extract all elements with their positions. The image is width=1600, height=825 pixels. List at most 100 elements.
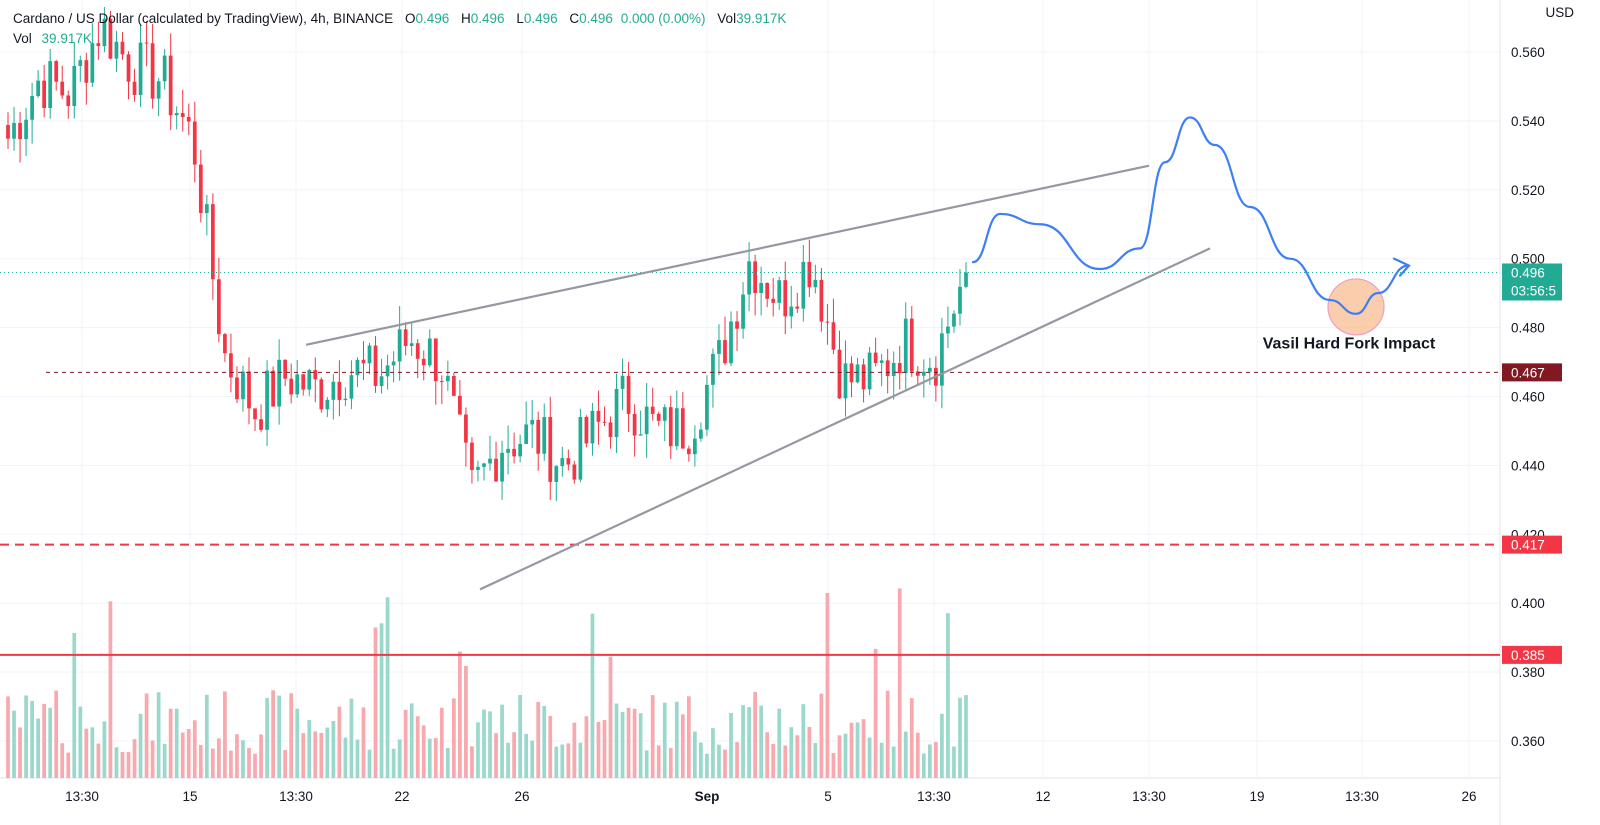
volume-bar xyxy=(686,696,691,778)
volume-bar xyxy=(319,732,324,778)
volume-bar xyxy=(596,721,601,778)
projection-arrow-head xyxy=(1392,257,1411,277)
volume-bar xyxy=(849,722,854,778)
volume-bar xyxy=(361,707,366,778)
price-tags: 0.496 03:56:5 0.467 0.417 0.385 xyxy=(1502,263,1562,664)
volume-bar xyxy=(729,712,733,778)
candle-body xyxy=(632,413,637,436)
candle-body xyxy=(952,313,956,327)
candle-body xyxy=(512,448,516,457)
candle-body xyxy=(313,370,318,380)
candle-body xyxy=(927,367,932,372)
x-tick-label: 13:30 xyxy=(65,789,99,804)
y-tick-label: 0.380 xyxy=(1511,665,1545,680)
volume-bar xyxy=(500,704,504,778)
candle-body xyxy=(247,371,251,409)
x-tick-label: 5 xyxy=(824,789,832,804)
volume-bar xyxy=(210,748,215,778)
volume-bar xyxy=(277,695,281,778)
candle-body xyxy=(301,374,306,390)
candle-body xyxy=(223,334,227,354)
volume-bar xyxy=(451,698,456,778)
candle-body xyxy=(795,306,800,309)
candle-body xyxy=(542,417,547,454)
candle-body xyxy=(849,363,854,383)
candle-body xyxy=(891,362,896,377)
candle-body xyxy=(903,318,908,374)
x-tick-label: 26 xyxy=(514,789,529,804)
candle-body xyxy=(783,280,788,317)
candle-body xyxy=(596,410,601,422)
candle-body xyxy=(253,408,257,420)
volume-bar xyxy=(168,708,173,778)
volume-bar xyxy=(90,727,95,778)
candle-body xyxy=(717,340,721,354)
volume-bar xyxy=(921,753,926,778)
candle-body xyxy=(656,413,661,421)
candle-body xyxy=(548,417,553,482)
x-tick-label: 22 xyxy=(394,789,409,804)
price-tag xyxy=(1502,645,1562,664)
volume-bar xyxy=(584,716,589,778)
candle-body xyxy=(699,429,703,439)
candle-body xyxy=(680,408,685,449)
volume-bar xyxy=(433,738,438,778)
volume-bar xyxy=(940,713,944,778)
volume-bar xyxy=(421,725,426,778)
candle-body xyxy=(482,463,486,467)
candle-body xyxy=(693,438,697,455)
candle-body xyxy=(867,352,872,390)
volume-bar xyxy=(765,732,770,778)
volume-bar xyxy=(265,698,269,778)
price-tag xyxy=(1502,535,1562,554)
volume-bar xyxy=(271,690,275,778)
volume-bar xyxy=(783,745,788,778)
candle-body xyxy=(90,43,95,83)
candle-body xyxy=(753,261,757,294)
x-tick-label: 13:30 xyxy=(917,789,951,804)
candle-body xyxy=(72,65,77,107)
legend-volume-label[interactable]: Vol xyxy=(13,31,32,46)
legend-symbol[interactable]: Cardano / US Dollar (calculated by Tradi… xyxy=(13,11,394,26)
candle-body xyxy=(186,117,191,122)
volume-bar xyxy=(223,691,227,778)
volume-bar xyxy=(217,738,221,778)
candle-body xyxy=(373,345,378,386)
candle-body xyxy=(765,282,770,299)
candle-body xyxy=(217,279,221,335)
candle-body xyxy=(470,442,474,470)
candle-body xyxy=(385,365,390,377)
candle-body xyxy=(132,81,137,95)
volume-bar xyxy=(590,613,595,778)
projection-curve xyxy=(971,116,1410,315)
volume-bar xyxy=(656,745,661,778)
legend-vol-label: Vol xyxy=(717,11,737,26)
volume-bar xyxy=(825,593,830,778)
volume-bar xyxy=(512,732,516,778)
candle-body xyxy=(120,41,125,55)
candle-body xyxy=(873,352,878,363)
candle-body xyxy=(271,370,275,407)
candle-body xyxy=(210,204,215,280)
candle-body xyxy=(241,371,245,400)
volume-bar xyxy=(693,731,697,778)
volume-bar xyxy=(391,748,396,778)
x-tick-label: 13:30 xyxy=(279,789,313,804)
volume-bar xyxy=(114,747,119,778)
volume-bars xyxy=(6,588,968,778)
candle-body xyxy=(940,333,944,386)
price-tag-label: 0.385 xyxy=(1511,648,1545,663)
candle-body xyxy=(807,261,812,288)
volume-bar xyxy=(566,743,571,778)
candle-body xyxy=(54,61,59,82)
candle-body xyxy=(355,359,360,376)
x-tick-label: 19 xyxy=(1249,789,1264,804)
candle-body xyxy=(488,458,492,464)
volume-bar xyxy=(903,731,908,778)
volume-bar xyxy=(180,732,185,778)
volume-bar xyxy=(36,718,40,778)
candle-body xyxy=(18,122,22,140)
volume-bar xyxy=(96,743,101,778)
